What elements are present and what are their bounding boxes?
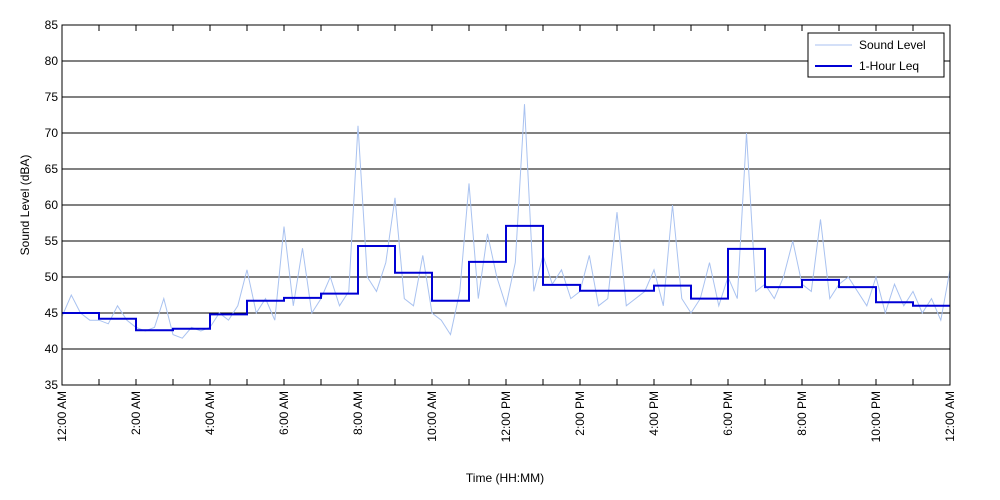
legend: Sound Level 1-Hour Leq <box>807 32 945 78</box>
legend-box <box>807 32 945 78</box>
leq-step-line <box>62 224 950 332</box>
y-tick-label: 35 <box>45 378 59 392</box>
y-tick-label: 65 <box>45 162 59 176</box>
gridlines <box>62 60 950 350</box>
x-tick-label: 6:00 AM <box>277 391 291 435</box>
y-tick-label: 60 <box>45 198 59 212</box>
y-tick-label: 85 <box>45 18 59 32</box>
y-tick-label: 70 <box>45 126 59 140</box>
x-tick-label: 12:00 AM <box>943 391 957 442</box>
legend-label-leq: 1-Hour Leq <box>859 59 919 73</box>
x-tick-label: 12:00 AM <box>55 391 69 442</box>
x-tick-label: 8:00 PM <box>795 391 809 436</box>
y-tick-label: 50 <box>45 270 59 284</box>
x-tick-label: 4:00 AM <box>203 391 217 435</box>
y-tick-label: 80 <box>45 54 59 68</box>
y-tick-label: 75 <box>45 90 59 104</box>
sound-level-series <box>61 104 951 339</box>
x-tick-label: 10:00 AM <box>425 391 439 442</box>
y-tick-label: 40 <box>45 342 59 356</box>
legend-label-sound-level: Sound Level <box>859 38 926 52</box>
y-tick-label: 45 <box>45 306 59 320</box>
x-tick-label: 4:00 PM <box>647 391 661 436</box>
sound-level-line <box>61 104 951 339</box>
x-axis-ticks: 12:00 AM 2:00 AM 4:00 AM 6:00 AM 8:00 AM 10:0… <box>55 25 957 442</box>
y-axis-ticks: 35 40 45 50 55 60 65 70 75 80 85 <box>45 18 59 392</box>
y-tick-label: 55 <box>45 234 59 248</box>
x-axis-label: Time (HH:MM) <box>466 471 544 485</box>
x-tick-label: 10:00 PM <box>869 391 883 442</box>
y-axis-label: Sound Level (dBA) <box>18 155 32 256</box>
x-tick-label: 8:00 AM <box>351 391 365 435</box>
leq-series <box>62 224 950 332</box>
x-tick-label: 2:00 PM <box>573 391 587 436</box>
x-tick-label: 2:00 AM <box>129 391 143 435</box>
x-tick-label: 12:00 PM <box>499 391 513 442</box>
x-tick-label: 6:00 PM <box>721 391 735 436</box>
